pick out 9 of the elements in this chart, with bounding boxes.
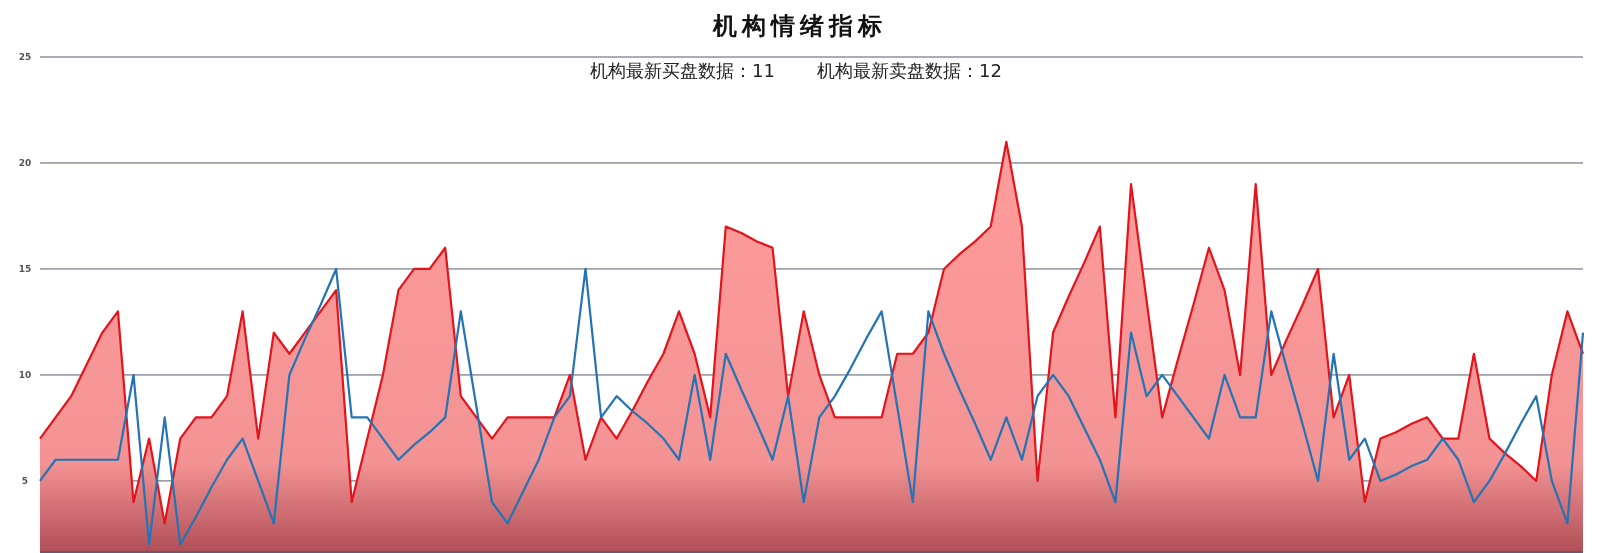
line-series [38, 267, 1585, 546]
chart-title: 机构情绪指标 [711, 12, 887, 40]
y-tick-label: 20 [18, 157, 32, 168]
y-tick-label: 10 [18, 369, 32, 380]
y-tick-label: 5 [21, 475, 29, 486]
y-tick-label: 15 [18, 263, 32, 274]
annotation: 机构最新买盘数据：11 [590, 60, 775, 81]
annotation: 机构最新卖盘数据：12 [817, 60, 1002, 81]
y-tick-label: 25 [18, 52, 32, 62]
